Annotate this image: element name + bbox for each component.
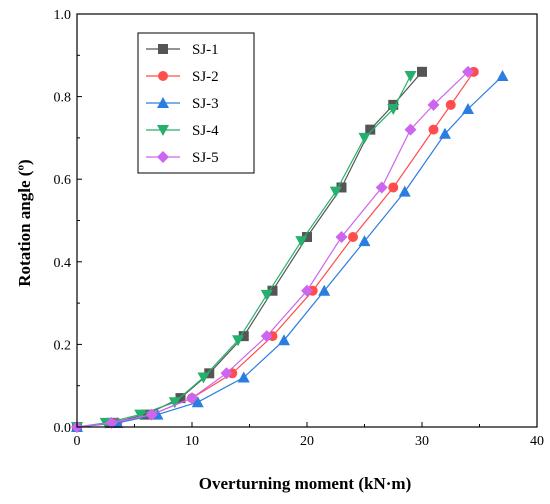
data-point <box>260 330 273 343</box>
data-point <box>237 371 250 383</box>
series-sj-3 <box>71 69 509 432</box>
data-point <box>398 185 411 197</box>
data-point <box>295 236 308 248</box>
data-point <box>191 396 204 408</box>
y-tick-label: 0.4 <box>54 256 72 271</box>
legend-marker <box>157 97 169 108</box>
data-point <box>329 186 342 198</box>
plot-area <box>71 65 509 433</box>
series-sj-5 <box>71 65 474 433</box>
data-point <box>204 368 215 379</box>
legend-marker <box>158 71 168 81</box>
legend-label: SJ-5 <box>192 150 219 166</box>
legend-label: SJ-2 <box>192 69 219 85</box>
x-tick-label: 20 <box>300 434 314 449</box>
data-point <box>238 331 249 342</box>
data-point <box>445 99 456 110</box>
data-point <box>278 334 290 346</box>
y-axis-title: Rotation angle (º) <box>15 159 34 286</box>
data-point <box>496 69 509 81</box>
x-tick-label: 0 <box>74 434 81 449</box>
axes: 0 10 20 30 40 0.0 0.2 0.4 0.6 0.8 1.0 <box>54 8 545 449</box>
data-point <box>427 98 440 111</box>
data-point <box>220 367 233 380</box>
data-point <box>336 182 347 193</box>
x-tick-label: 10 <box>185 434 199 449</box>
data-point <box>260 289 273 301</box>
data-point <box>318 284 331 296</box>
legend-marker <box>158 44 168 54</box>
data-point <box>462 65 474 78</box>
data-point <box>404 123 417 136</box>
data-point <box>267 285 278 296</box>
legend-label: SJ-4 <box>192 123 219 139</box>
series-line <box>76 71 469 428</box>
data-point <box>358 132 371 144</box>
data-point <box>388 182 399 193</box>
data-point <box>365 124 376 135</box>
data-point <box>232 335 244 347</box>
legend-marker <box>157 151 169 163</box>
data-point <box>387 103 400 115</box>
data-point <box>439 127 451 139</box>
legend-marker <box>157 125 169 136</box>
data-point <box>428 124 439 135</box>
data-point <box>462 102 474 114</box>
data-point <box>301 284 313 297</box>
data-point <box>197 372 210 384</box>
y-tick-label: 0.6 <box>54 173 72 188</box>
data-point <box>186 392 198 405</box>
x-axis-title: Overturning moment (kN·m) <box>199 474 411 493</box>
data-point <box>175 393 186 404</box>
data-point <box>404 70 417 82</box>
y-tick-label: 0.8 <box>54 91 72 106</box>
data-point <box>302 232 312 243</box>
data-point <box>375 181 388 194</box>
data-point <box>105 416 118 429</box>
y-tick-label: 0.2 <box>54 338 72 353</box>
x-tick-label: 30 <box>415 434 429 449</box>
legend-label: SJ-3 <box>192 96 219 112</box>
data-point <box>168 397 181 409</box>
data-point <box>348 232 358 243</box>
data-point <box>358 235 371 247</box>
data-point <box>417 66 427 77</box>
legend: SJ-1 SJ-2 SJ-3 SJ-4 SJ-5 <box>137 32 255 174</box>
data-point <box>134 409 147 421</box>
x-tick-label: 40 <box>530 434 544 449</box>
y-tick-label: 0.0 <box>54 421 72 436</box>
y-tick-label: 1.0 <box>54 8 72 23</box>
data-point <box>335 231 348 244</box>
data-point <box>145 408 158 421</box>
legend-label: SJ-1 <box>192 42 219 58</box>
